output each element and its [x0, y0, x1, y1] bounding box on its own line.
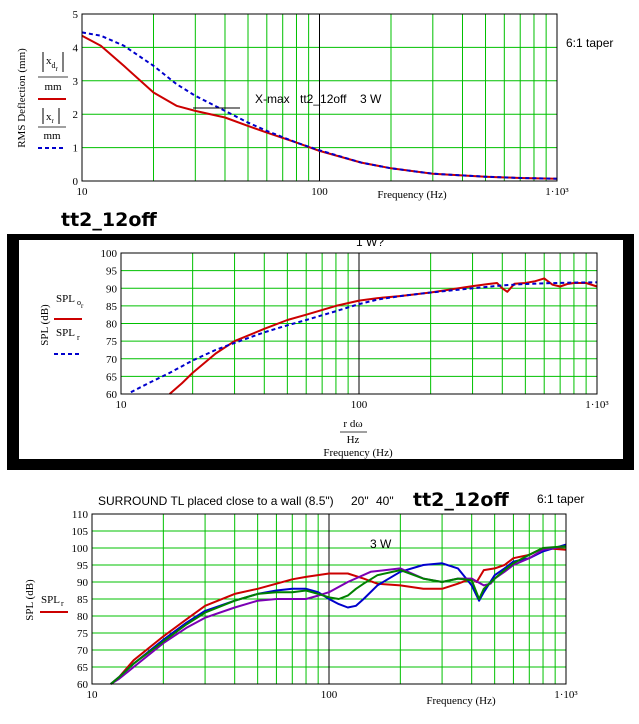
- title-driver-2: tt2_12off: [413, 489, 509, 511]
- spl-chart: 60 65 70 75 80 85 90 95 100 10 100 1·10³ 1 W? r dω…: [39, 235, 609, 459]
- x-tick-label: 10: [77, 186, 89, 198]
- y-tick-label: 60: [77, 679, 89, 691]
- y-tick-label: 85: [77, 594, 89, 606]
- chart3-annotation-40in: 40": [376, 494, 394, 508]
- y-tick-label: 4: [73, 42, 79, 54]
- chart2-annotation-power: 1 W?: [356, 235, 384, 249]
- y-tick-label: 3: [73, 76, 79, 88]
- y-tick-label: 75: [106, 336, 118, 348]
- chart1-legend: xdr mm xr mm: [38, 52, 68, 149]
- x-tick-label: 1·10³: [585, 399, 609, 411]
- chart1-plot-frame: [81, 13, 558, 182]
- x-tick-label: 100: [321, 689, 338, 701]
- chart2-legend-2-text: SPL r: [56, 327, 80, 342]
- y-tick-label: 70: [106, 354, 118, 366]
- y-tick-label: 105: [72, 526, 89, 538]
- chart3-annotation-surround: SURROUND TL placed close to a wall (8.5"…: [98, 494, 334, 508]
- spl-wall-chart: SURROUND TL placed close to a wall (8.5"…: [24, 489, 584, 707]
- chart3-legend-text: SPLr: [41, 594, 64, 608]
- chart1-taper-note: 6:1 taper: [566, 36, 613, 50]
- y-tick-label: 100: [101, 248, 118, 260]
- y-tick-label: 100: [72, 543, 89, 555]
- x-tick-label: 1·10³: [545, 186, 569, 198]
- chart1-legend-1-text: xdr: [46, 55, 59, 73]
- x-tick-label: 100: [351, 399, 368, 411]
- series-line-4: [110, 545, 567, 685]
- series-line-1: [168, 277, 598, 395]
- chart3-annotation-20in: 20": [351, 494, 369, 508]
- y-tick-label: 90: [106, 283, 118, 295]
- y-tick-label: 80: [77, 611, 89, 623]
- chart1-legend-2-text: xr: [46, 111, 55, 125]
- x-tick-label: 1·10³: [554, 689, 578, 701]
- chart1-x-axis-label: Frequency (Hz): [377, 189, 447, 201]
- series-line-2: [130, 281, 598, 394]
- y-tick-label: 90: [77, 577, 89, 589]
- y-tick-label: 60: [106, 389, 118, 401]
- y-tick-label: 95: [77, 560, 89, 572]
- x-tick-label: 10: [87, 689, 99, 701]
- chart2-x-axis-label: Frequency (Hz): [323, 447, 393, 459]
- series-line-1: [110, 547, 567, 685]
- chart3-y-axis-label: SPL (dB): [24, 579, 36, 621]
- y-tick-label: 65: [106, 371, 118, 383]
- y-tick-label: 2: [73, 109, 79, 121]
- chart1-y-axis-label: RMS Deflection (mm): [16, 48, 28, 148]
- x-tick-label: 10: [116, 399, 128, 411]
- chart2-x-expr-bottom: Hz: [347, 434, 360, 446]
- chart3-annotation-power: 3 W: [370, 537, 392, 551]
- series-line-2: [110, 543, 567, 685]
- y-tick-label: 85: [106, 301, 118, 313]
- chart1-legend-2-unit: mm: [43, 130, 61, 142]
- y-tick-label: 70: [77, 645, 89, 657]
- y-tick-label: 65: [77, 662, 89, 674]
- chart3-x-axis-label: Frequency (Hz): [426, 695, 496, 707]
- chart1-annotation-xmax: X-max: [255, 92, 290, 106]
- series-line-2: [81, 31, 558, 180]
- chart3-plot-frame: [91, 513, 567, 685]
- chart1-legend-1-unit: mm: [44, 81, 62, 93]
- chart3-legend: SPLr: [40, 594, 68, 613]
- chart2-y-axis-label: SPL (dB): [39, 304, 51, 346]
- chart1-annotation-driver: tt2_12off: [300, 92, 347, 106]
- y-tick-label: 95: [106, 266, 118, 278]
- deflection-chart: 0 1 2 3 4 5 10 100 1·10³ Frequency (Hz) RMS Def…: [16, 9, 613, 201]
- y-tick-label: 80: [106, 319, 118, 331]
- y-tick-label: 110: [72, 509, 89, 521]
- x-tick-label: 100: [311, 186, 328, 198]
- chart2-plot-frame: [120, 252, 598, 395]
- chart3-taper-note: 6:1 taper: [537, 492, 584, 506]
- y-tick-label: 5: [73, 9, 79, 21]
- y-tick-label: 1: [73, 143, 79, 155]
- title-driver-1: tt2_12off: [61, 209, 157, 231]
- chart1-annotation-power: 3 W: [360, 92, 382, 106]
- chart2-x-expr-top: r dω: [343, 418, 362, 430]
- y-tick-label: 0: [73, 176, 79, 188]
- y-tick-label: 75: [77, 628, 89, 640]
